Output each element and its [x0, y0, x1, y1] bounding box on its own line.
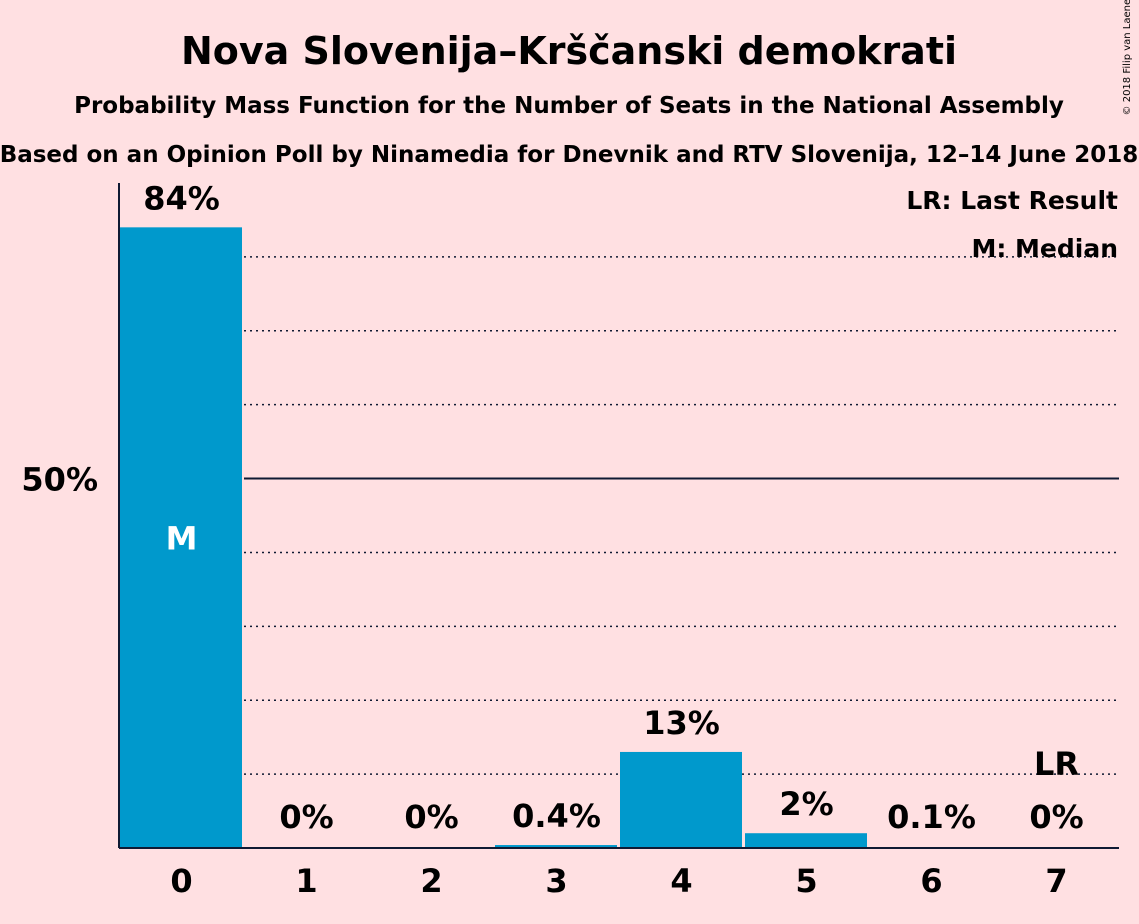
bars: [120, 227, 992, 849]
x-tick-7: 7: [1045, 862, 1067, 900]
bar-0: [120, 227, 242, 849]
x-tick-4: 4: [670, 862, 692, 900]
value-label-6: 0.1%: [887, 798, 976, 836]
value-labels: 84% M 0% 0% 0.4% 13% 2% 0.1% 0% LR: [143, 179, 1083, 836]
x-tick-labels: 0 1 2 3 4 5 6 7: [170, 862, 1067, 900]
value-label-2: 0%: [404, 798, 458, 836]
value-label-0: 84%: [143, 179, 220, 217]
bar-4: [620, 751, 742, 848]
chart-title: Nova Slovenija–Krščanski demokrati: [181, 29, 957, 73]
chart-subtitle-2: Based on an Opinion Poll by Ninamedia fo…: [0, 142, 1138, 168]
chart-subtitle-1: Probability Mass Function for the Number…: [74, 93, 1064, 119]
value-label-1: 0%: [279, 798, 333, 836]
y-tick-labels: 50%: [21, 461, 98, 499]
x-tick-2: 2: [420, 862, 442, 900]
legend-median: M: Median: [971, 234, 1118, 263]
value-label-5: 2%: [779, 785, 833, 823]
x-tick-5: 5: [795, 862, 817, 900]
value-label-7: 0%: [1029, 798, 1083, 836]
x-tick-1: 1: [295, 862, 317, 900]
last-result-marker: LR: [1034, 745, 1079, 783]
legend-last-result: LR: Last Result: [906, 186, 1118, 215]
x-tick-3: 3: [545, 862, 567, 900]
median-marker: M: [166, 520, 198, 558]
value-label-3: 0.4%: [512, 797, 601, 835]
x-tick-0: 0: [170, 862, 192, 900]
bar-3: [495, 845, 617, 848]
y-tick-label: 50%: [21, 461, 98, 499]
copyright-text: © 2018 Filip van Laenen: [1122, 0, 1133, 115]
bar-5: [745, 833, 867, 848]
value-label-4: 13%: [643, 704, 720, 742]
gridlines: [244, 256, 1119, 775]
x-tick-6: 6: [920, 862, 942, 900]
